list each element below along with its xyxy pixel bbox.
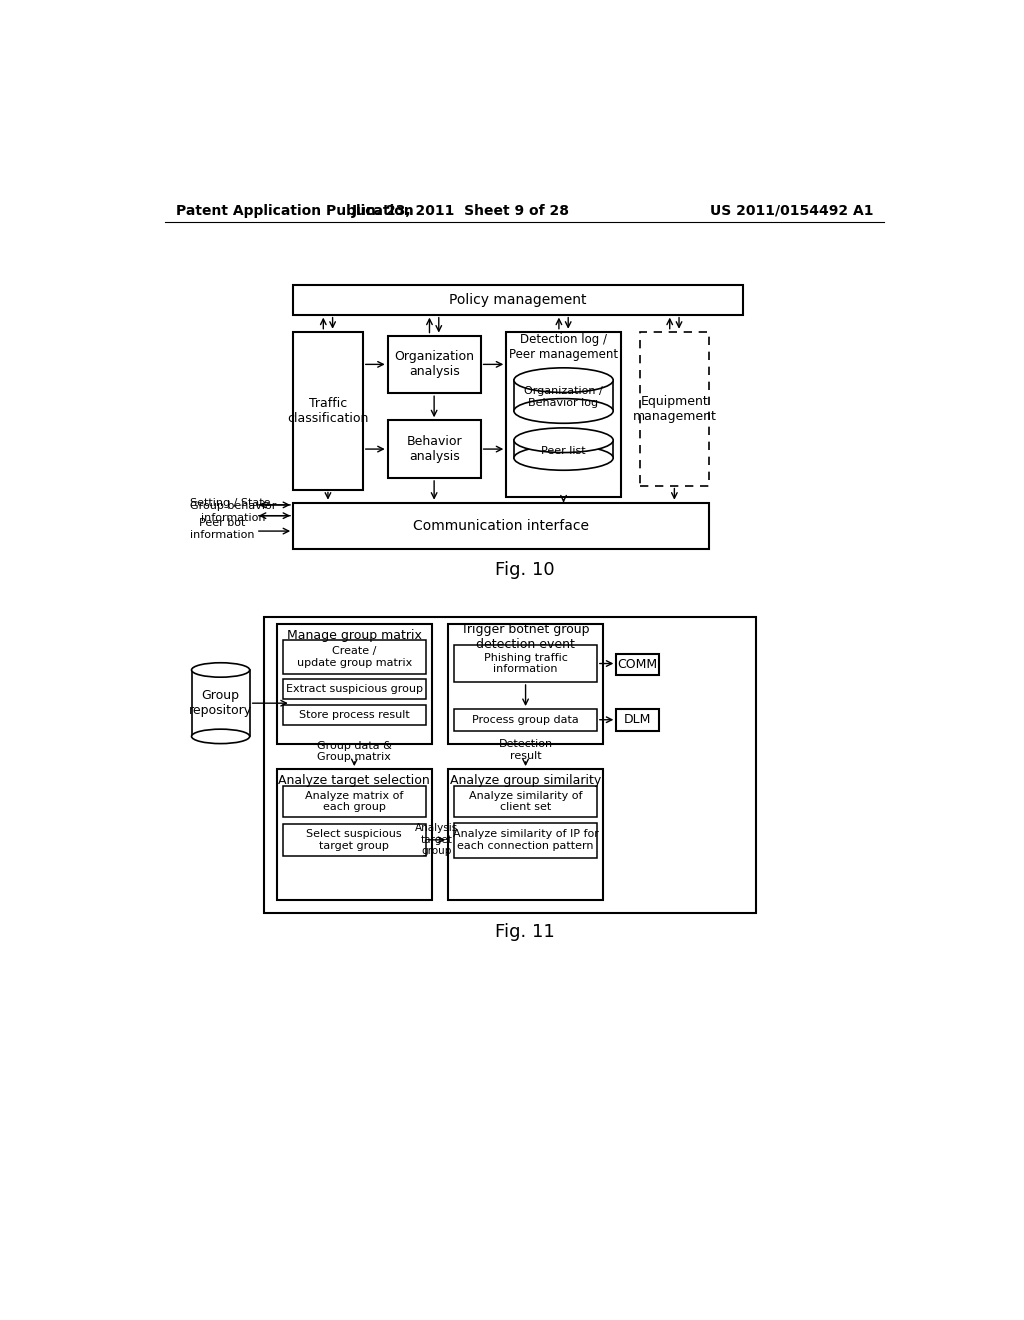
Text: Create /
update group matrix: Create / update group matrix xyxy=(297,647,412,668)
Text: Analyze target selection: Analyze target selection xyxy=(279,774,430,787)
Text: Process group data: Process group data xyxy=(472,714,579,725)
Bar xyxy=(455,645,597,682)
Ellipse shape xyxy=(514,446,613,470)
Text: Analyze matrix of
each group: Analyze matrix of each group xyxy=(305,791,403,812)
Bar xyxy=(263,616,756,913)
Ellipse shape xyxy=(191,729,250,743)
Text: Fig. 11: Fig. 11 xyxy=(495,923,555,941)
Text: Trigger botnet group
detection event: Trigger botnet group detection event xyxy=(462,623,590,651)
Text: Traffic
classification: Traffic classification xyxy=(288,396,369,425)
Ellipse shape xyxy=(514,428,613,453)
Bar xyxy=(455,822,597,858)
Text: Analyze similarity of
client set: Analyze similarity of client set xyxy=(469,791,583,812)
Text: Store process result: Store process result xyxy=(299,710,410,721)
Text: Group behavior
information: Group behavior information xyxy=(190,502,276,523)
Text: Select suspicious
target group: Select suspicious target group xyxy=(306,829,402,850)
Bar xyxy=(455,709,597,730)
Text: Detection
result: Detection result xyxy=(499,739,553,760)
Ellipse shape xyxy=(514,368,613,392)
Bar xyxy=(283,678,426,700)
Text: Jun. 23, 2011  Sheet 9 of 28: Jun. 23, 2011 Sheet 9 of 28 xyxy=(352,203,570,218)
Bar xyxy=(455,785,597,817)
Bar xyxy=(276,624,432,743)
Bar xyxy=(640,331,710,486)
Bar xyxy=(449,624,603,743)
Text: Policy management: Policy management xyxy=(450,293,587,308)
Text: Peer bot
information: Peer bot information xyxy=(190,517,255,540)
Bar xyxy=(283,705,426,725)
Text: Organization /
Behavior log: Organization / Behavior log xyxy=(524,387,603,408)
Bar xyxy=(616,653,658,675)
Text: Phishing traffic
information: Phishing traffic information xyxy=(483,652,567,675)
Bar xyxy=(293,285,742,314)
Text: Patent Application Publication: Patent Application Publication xyxy=(176,203,414,218)
Bar xyxy=(616,709,658,730)
Ellipse shape xyxy=(514,399,613,424)
Text: COMM: COMM xyxy=(617,657,657,671)
Text: US 2011/0154492 A1: US 2011/0154492 A1 xyxy=(710,203,873,218)
Bar xyxy=(388,420,480,478)
Bar xyxy=(293,331,362,490)
Text: Behavior
analysis: Behavior analysis xyxy=(407,436,462,463)
Bar xyxy=(506,331,621,498)
Ellipse shape xyxy=(191,663,250,677)
Text: Organization
analysis: Organization analysis xyxy=(394,350,474,379)
Text: Setting / State: Setting / State xyxy=(190,499,270,508)
Text: Detection log /
Peer management: Detection log / Peer management xyxy=(509,333,618,362)
Text: Group
repository: Group repository xyxy=(189,689,252,717)
Bar xyxy=(293,503,710,549)
Bar xyxy=(388,335,480,393)
Text: Communication interface: Communication interface xyxy=(413,519,589,533)
Text: Manage group matrix: Manage group matrix xyxy=(287,630,422,643)
Text: Analyze group similarity: Analyze group similarity xyxy=(450,774,601,787)
Text: Fig. 10: Fig. 10 xyxy=(495,561,555,579)
Text: Analyze similarity of IP for
each connection pattern: Analyze similarity of IP for each connec… xyxy=(453,829,598,851)
Bar xyxy=(283,824,426,857)
Text: Analysis
target
group: Analysis target group xyxy=(415,824,459,857)
Text: Peer list: Peer list xyxy=(542,446,586,455)
Text: DLM: DLM xyxy=(624,713,651,726)
Bar xyxy=(283,785,426,817)
Bar xyxy=(283,640,426,673)
Text: Group data &
Group matrix: Group data & Group matrix xyxy=(316,741,392,762)
Text: Equipment
management: Equipment management xyxy=(633,395,717,422)
Bar xyxy=(276,770,432,900)
Text: Extract suspicious group: Extract suspicious group xyxy=(286,684,423,694)
Bar xyxy=(449,770,603,900)
